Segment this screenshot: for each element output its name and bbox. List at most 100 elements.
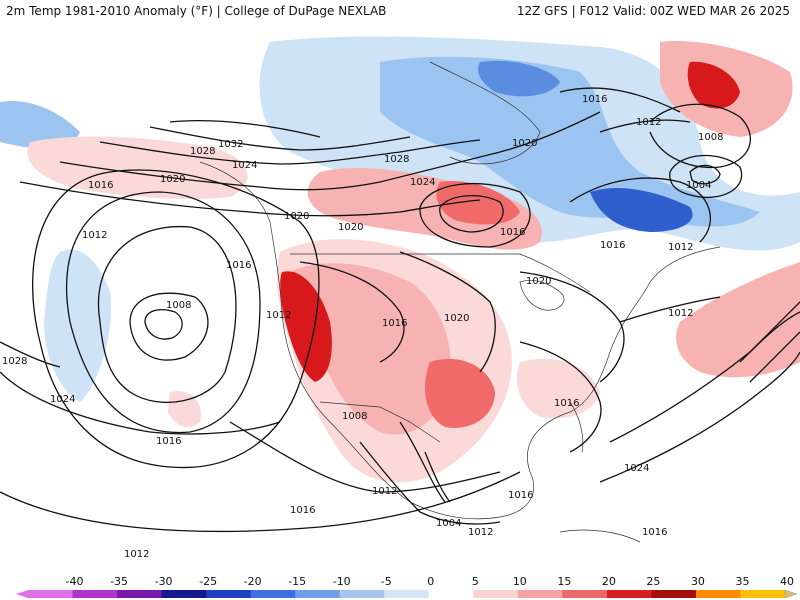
cold-anomaly-west-coast-pacific [0,101,80,149]
isobar-label: 1012 [668,242,693,253]
isobar-1008-greenland [649,103,751,169]
isobar-label: 1020 [526,276,551,287]
isobar-label: 1016 [642,527,667,538]
legend-tick-label: 10 [513,575,527,588]
isobar-label: 1008 [166,300,191,311]
warm-anomaly-greenland-core [687,61,740,109]
isobar-label: 1024 [232,160,257,171]
isobar-1012-south [0,471,521,533]
geographic-boundaries [199,61,721,543]
isobar-1020-east [519,271,625,383]
legend-color-cell [161,590,207,598]
isobar-label: 1020 [512,138,537,149]
warm-anomaly-gulf-east [516,358,600,419]
header-bar: 2m Temp 1981-2010 Anomaly (°F) | College… [0,0,800,22]
legend-color-cell [606,590,652,598]
isobar-label: 1020 [160,174,185,185]
isobar-label: 1012 [82,230,107,241]
isobar-atlantic-1020 [609,301,800,443]
legend-color-cell [117,590,163,598]
isobar-label: 1016 [226,260,251,271]
isobar-label: 1012 [668,308,693,319]
legend-color-cell [695,590,741,598]
isobar-alaska-1028 [149,126,411,151]
warm-anomaly-west-us-mid [290,263,451,435]
isobar-label: 1020 [284,211,309,222]
warm-anomaly-alaska [27,136,248,199]
legend-tick-label: -10 [333,575,351,588]
legend-tick-label: 5 [472,575,479,588]
isobar-atlantic-1012 [619,296,721,323]
isobar-1020-west [32,169,320,469]
isobar-label: 1024 [624,463,649,474]
isobar-label: 1012 [468,527,493,538]
isobar-1008-mexico [399,421,446,503]
isobar-1004-ring [669,154,743,199]
isobar-label: 1016 [554,398,579,409]
isobar-label: 1012 [124,549,149,560]
legend-color-cell [206,590,252,598]
isobar-low-center-pacific [144,309,183,340]
cold-anomaly-pacific-offshore [44,249,111,402]
isobar-1012-north [599,119,691,133]
isobar-label: 1024 [410,177,435,188]
legend-color-cell [562,590,608,598]
isobar-alaska-1024 [99,139,481,165]
cuba [559,529,641,543]
legend-tick-label: 15 [557,575,571,588]
legend-tick-label: -35 [110,575,128,588]
legend-tick-label: -25 [199,575,217,588]
legend-tick-label: 30 [691,575,705,588]
isobar-label: 1028 [384,154,409,165]
isobar-1024-west [0,371,281,435]
isobar-label: 1008 [342,411,367,422]
hudson-bay-outline [429,61,541,165]
isobar-label: 1020 [444,313,469,324]
isobar-label: 1016 [600,240,625,251]
legend-color-cell [339,590,385,598]
cold-anomaly-quebec [590,187,693,232]
isobar-alaska-1032 [169,120,321,138]
isobar-pacific-1016 [65,191,261,434]
isobar-prairie-high-ring [439,195,504,233]
cold-anomaly-hudson [478,60,560,97]
isobar-pacific-1012 [97,225,237,404]
isobar-prairie-high-ring-outer [419,182,531,248]
model-run-info: 12Z GFS | F012 Valid: 00Z WED MAR 26 202… [516,4,790,18]
legend-tick-label: -40 [66,575,84,588]
isobar-label: 1016 [382,318,407,329]
isobar-1020-central-us [399,251,496,373]
isobar-label: 1004 [686,180,711,191]
legend-color-cell [473,590,519,598]
isobar-label: 1028 [190,146,215,157]
legend-color-cell [740,590,786,598]
isobar-label: 1016 [88,180,113,191]
isobar-label: 1016 [290,505,315,516]
isobar-1016-east [519,341,602,453]
warm-anomaly-california [280,271,332,382]
isobar-label: 1016 [500,227,525,238]
isobar-1016-north [559,87,681,113]
warm-anomaly-pacific-south [168,391,201,428]
isobar-1012-mexico [359,441,501,525]
us-canada-border [290,253,591,293]
us-mexico-border [319,401,441,443]
anomaly-map: 1032 1028 1028 1024 1024 1024 1020 1020 … [0,22,800,570]
isobar-1028-west [0,341,61,368]
isobar-label: 1016 [582,94,607,105]
legend-color-cell [428,590,474,598]
isobar-1016-south [229,421,501,493]
legend-tick-label: 40 [780,575,794,588]
legend-color-bar [16,589,798,599]
legend-tick-labels: -40 -35 -30 -25 -20 -15 -10 -5 0 5 10 15 20 25 30 35 40 [66,575,794,588]
legend-arrow-right [784,589,798,599]
anomaly-shading [0,36,800,483]
legend-color-cell [651,590,697,598]
isobar-1016-prairies [19,181,481,217]
legend-arrow-left [16,590,28,598]
legend-color-cell [250,590,296,598]
isobar-atlantic-arcs [739,311,800,383]
isobar-label: 1012 [372,486,397,497]
warm-anomaly-canadian-prairies [307,167,542,250]
map-title: 2m Temp 1981-2010 Anomaly (°F) | College… [6,4,387,18]
